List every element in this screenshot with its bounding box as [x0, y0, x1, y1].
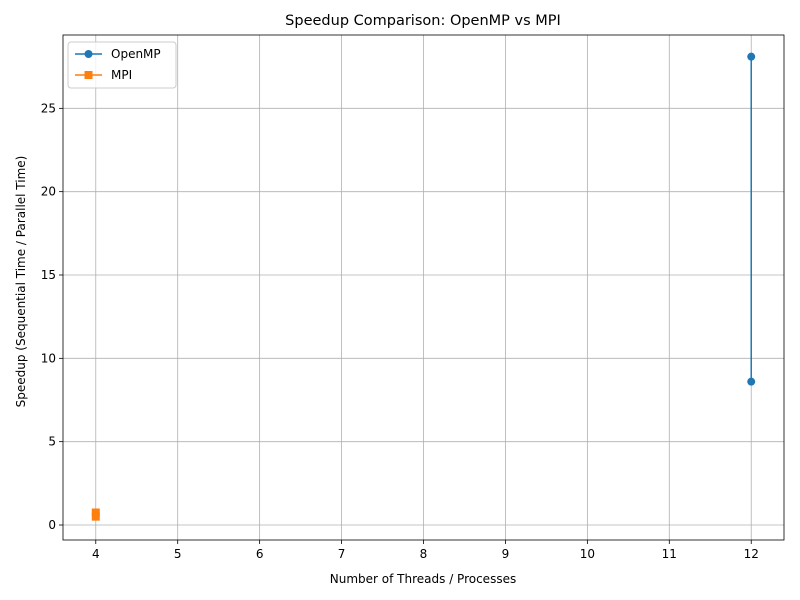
series-mpi-point [91, 512, 100, 521]
y-tick-label: 25 [41, 101, 56, 115]
x-tick-label: 10 [580, 547, 595, 561]
x-tick-label: 4 [92, 547, 100, 561]
series-openmp-point [747, 52, 756, 61]
grid [63, 35, 784, 540]
x-tick-label: 5 [174, 547, 182, 561]
y-tick-label: 20 [41, 185, 56, 199]
x-tick-label: 11 [662, 547, 677, 561]
x-axis-label: Number of Threads / Processes [330, 572, 516, 586]
series-openmp [747, 52, 756, 386]
y-tick-label: 0 [48, 518, 56, 532]
series [91, 52, 756, 521]
x-tick-label: 9 [502, 547, 510, 561]
legend: OpenMP MPI [67, 41, 177, 89]
y-tick-label: 15 [41, 268, 56, 282]
x-tick-label: 7 [338, 547, 346, 561]
x-tick-label: 6 [256, 547, 264, 561]
chart-title: Speedup Comparison: OpenMP vs MPI [285, 13, 561, 29]
y-tick-label: 5 [48, 435, 56, 449]
y-tick-label: 10 [41, 351, 56, 365]
axis-ticks: 4 5 6 7 8 9 10 11 12 0 5 10 15 20 25 [41, 101, 759, 561]
legend-mpi-label: MPI [111, 68, 132, 82]
legend-openmp-marker-icon [84, 50, 93, 58]
series-mpi [91, 508, 100, 521]
legend-openmp-label: OpenMP [111, 47, 161, 61]
series-openmp-point [747, 377, 756, 386]
legend-mpi-marker-icon [84, 71, 93, 79]
y-axis-label: Speedup (Sequential Time / Parallel Time… [14, 156, 28, 408]
x-tick-label: 12 [744, 547, 759, 561]
series-mpi-point [91, 508, 100, 517]
x-tick-label: 8 [420, 547, 428, 561]
